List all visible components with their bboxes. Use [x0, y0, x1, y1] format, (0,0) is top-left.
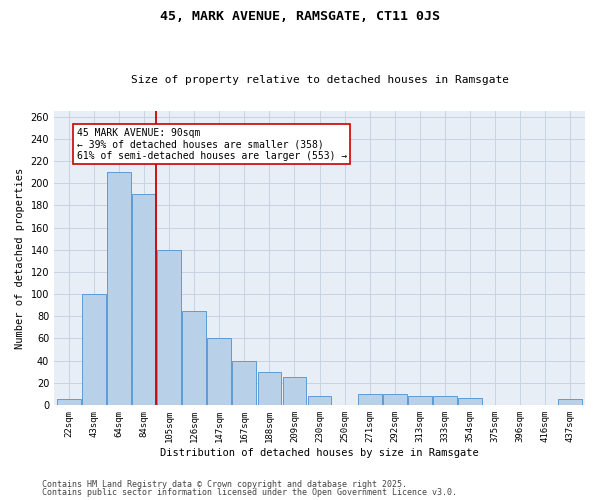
Title: Size of property relative to detached houses in Ramsgate: Size of property relative to detached ho…: [131, 76, 509, 86]
Text: 45, MARK AVENUE, RAMSGATE, CT11 0JS: 45, MARK AVENUE, RAMSGATE, CT11 0JS: [160, 10, 440, 23]
X-axis label: Distribution of detached houses by size in Ramsgate: Distribution of detached houses by size …: [160, 448, 479, 458]
Bar: [308, 396, 331, 405]
Bar: [283, 377, 307, 405]
Bar: [107, 172, 131, 405]
Bar: [458, 398, 482, 405]
Bar: [408, 396, 431, 405]
Bar: [558, 400, 582, 405]
Bar: [82, 294, 106, 405]
Text: Contains HM Land Registry data © Crown copyright and database right 2025.: Contains HM Land Registry data © Crown c…: [42, 480, 407, 489]
Bar: [133, 194, 156, 405]
Bar: [232, 360, 256, 405]
Bar: [257, 372, 281, 405]
Bar: [57, 400, 81, 405]
Text: Contains public sector information licensed under the Open Government Licence v3: Contains public sector information licen…: [42, 488, 457, 497]
Bar: [208, 338, 231, 405]
Bar: [157, 250, 181, 405]
Bar: [358, 394, 382, 405]
Text: 45 MARK AVENUE: 90sqm
← 39% of detached houses are smaller (358)
61% of semi-det: 45 MARK AVENUE: 90sqm ← 39% of detached …: [77, 128, 347, 161]
Bar: [433, 396, 457, 405]
Bar: [383, 394, 407, 405]
Bar: [182, 310, 206, 405]
Y-axis label: Number of detached properties: Number of detached properties: [15, 168, 25, 348]
